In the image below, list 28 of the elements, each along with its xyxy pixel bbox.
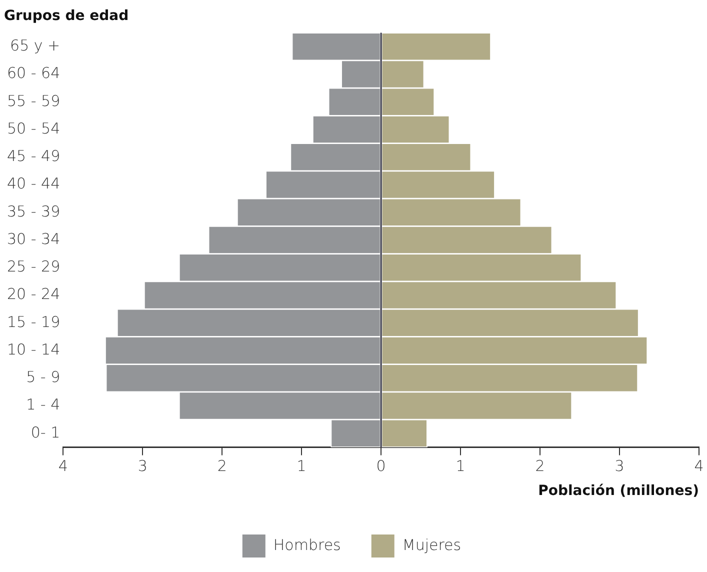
x-tick-label: 4: [58, 457, 68, 476]
x-tick-label: 0: [376, 457, 386, 476]
y-tick-label: 50 - 54: [7, 119, 60, 138]
x-axis-title: Población (millones): [538, 483, 699, 500]
y-tick-label: 65 y +: [10, 36, 60, 55]
x-tick-label: 3: [138, 457, 148, 476]
y-tick-label: 35 - 39: [7, 202, 60, 220]
y-tick-label: 60 - 64: [7, 64, 60, 82]
y-tick-label: 15 - 19: [7, 312, 60, 331]
y-tick-label: 5 - 9: [26, 368, 60, 386]
y-tick-label: 30 - 34: [7, 230, 60, 248]
y-tick-label: 10 - 14: [7, 340, 60, 358]
y-tick-label: 1 - 4: [26, 396, 60, 414]
legend-label: Mujeres: [402, 536, 462, 554]
y-tick-label: 55 - 59: [7, 92, 60, 110]
y-tick-label: 20 - 24: [7, 285, 60, 304]
x-tick-label: 1: [456, 457, 466, 476]
y-tick-label: 0- 1: [30, 423, 60, 442]
x-tick-label: 2: [535, 457, 545, 476]
x-tick-label: 4: [694, 457, 704, 476]
legend-label: Hombres: [273, 536, 341, 554]
y-tick-label: 45 - 49: [7, 147, 60, 166]
y-tick-label: 25 - 29: [7, 258, 60, 276]
x-tick-label: 3: [614, 457, 624, 476]
y-tick-label: 40 - 44: [7, 174, 60, 193]
x-tick-label: 1: [296, 457, 306, 476]
x-tick-label: 2: [217, 457, 227, 476]
y-axis-title: Grupos de edad: [4, 8, 129, 24]
